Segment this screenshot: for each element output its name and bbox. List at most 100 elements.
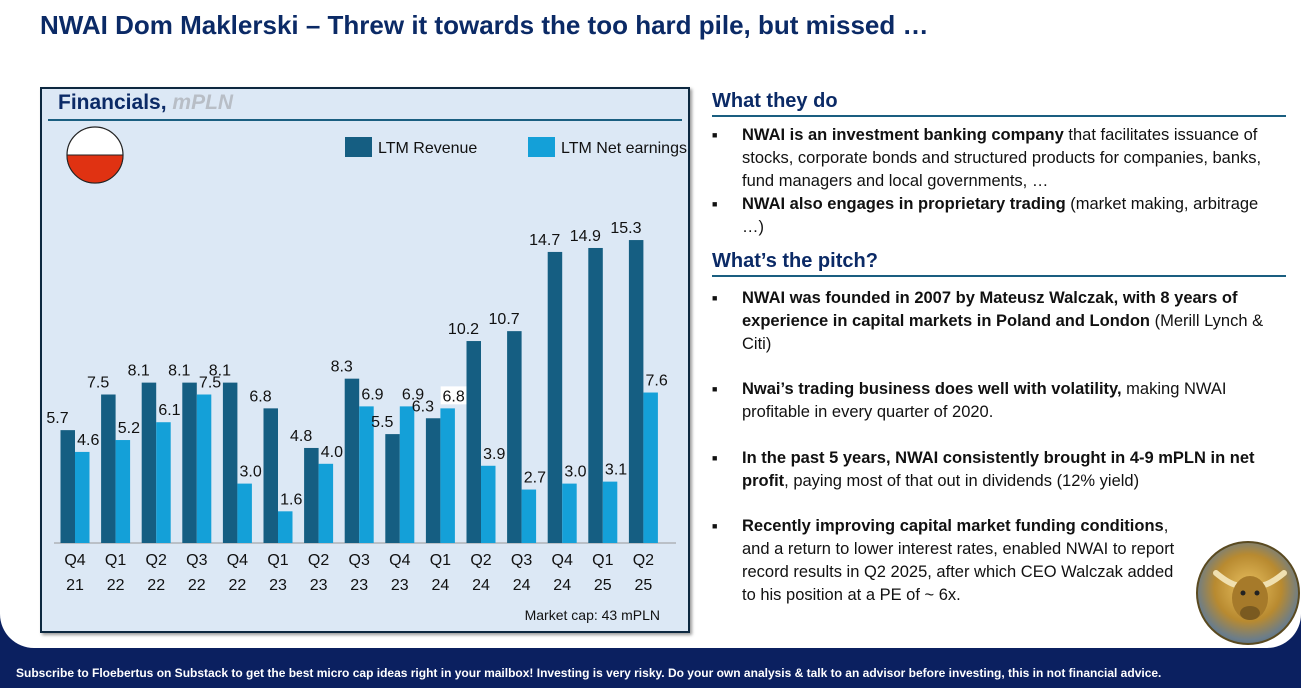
earnings-bar bbox=[278, 511, 293, 543]
legend-swatch bbox=[345, 137, 372, 157]
revenue-bar bbox=[60, 430, 75, 543]
earnings-data-label: 6.9 bbox=[402, 386, 424, 403]
bullet-bold: NWAI is an investment banking company bbox=[742, 126, 1064, 144]
earnings-bar bbox=[318, 463, 334, 543]
bullet-bold: Recently improving capital market fundin… bbox=[742, 517, 1164, 535]
bullet-text: , and a return to lower interest rates, … bbox=[742, 517, 1175, 604]
x-tick-label-year: 24 bbox=[472, 577, 490, 594]
chart-title: Financials, mPLN bbox=[58, 91, 233, 115]
bullet-item: NWAI was founded in 2007 by Mateusz Walc… bbox=[712, 287, 1282, 356]
x-tick-label-year: 24 bbox=[553, 577, 571, 594]
x-tick-label-year: 21 bbox=[66, 577, 84, 594]
earnings-data-label: 3.9 bbox=[483, 446, 505, 463]
revenue-bar bbox=[222, 382, 238, 543]
earnings-data-label: 2.7 bbox=[524, 470, 546, 487]
legend-swatch bbox=[528, 137, 555, 157]
x-tick-label-quarter: Q4 bbox=[389, 552, 410, 569]
revenue-data-label: 6.3 bbox=[412, 398, 434, 415]
legend-label: LTM Revenue bbox=[378, 140, 477, 157]
revenue-data-label: 5.5 bbox=[371, 414, 393, 431]
earnings-bar bbox=[359, 406, 374, 543]
financials-chart-box: Financials, mPLN LTM Revenue LTM Net earn… bbox=[40, 87, 690, 633]
earnings-bar bbox=[75, 451, 90, 543]
earnings-bar bbox=[521, 489, 537, 543]
x-tick-label-quarter: Q4 bbox=[227, 552, 248, 569]
earnings-data-label: 6.9 bbox=[361, 386, 383, 403]
data-label-bg bbox=[440, 386, 467, 405]
market-cap-label: Market cap: 43 mPLN bbox=[524, 607, 660, 623]
x-tick-label-quarter: Q2 bbox=[470, 552, 491, 569]
revenue-bar bbox=[628, 240, 644, 543]
x-tick-label-quarter: Q1 bbox=[105, 552, 126, 569]
revenue-bar bbox=[182, 382, 197, 543]
x-tick-label-quarter: Q2 bbox=[146, 552, 167, 569]
earnings-bar bbox=[602, 481, 618, 543]
x-tick-label-quarter: Q1 bbox=[592, 552, 613, 569]
x-tick-label-quarter: Q4 bbox=[552, 552, 573, 569]
revenue-data-label: 5.7 bbox=[46, 410, 68, 427]
earnings-data-label: 4.0 bbox=[321, 444, 343, 461]
x-tick-label-year: 25 bbox=[635, 577, 653, 594]
revenue-data-label: 8.1 bbox=[168, 363, 190, 380]
x-tick-label-quarter: Q4 bbox=[64, 552, 85, 569]
x-tick-label-year: 22 bbox=[147, 577, 165, 594]
bullet-bold: NWAI was founded in 2007 by Mateusz Walc… bbox=[742, 289, 1238, 330]
bullet-text: making NWAI profitable in every quarter … bbox=[742, 380, 1227, 421]
earnings-bar bbox=[440, 408, 455, 543]
earnings-bar bbox=[115, 440, 131, 543]
bullet-text: , paying most of that out in dividends (… bbox=[784, 472, 1140, 490]
revenue-data-label: 6.8 bbox=[249, 388, 271, 405]
revenue-data-label: 10.2 bbox=[448, 321, 479, 338]
revenue-data-label: 4.8 bbox=[290, 428, 312, 445]
x-tick-label-quarter: Q3 bbox=[349, 552, 370, 569]
chart-title-text: Financials, bbox=[58, 91, 167, 114]
revenue-bar bbox=[466, 341, 481, 543]
x-tick-label-year: 22 bbox=[107, 577, 125, 594]
poland-flag-red-half bbox=[66, 154, 124, 184]
revenue-bar bbox=[507, 331, 522, 543]
earnings-bar bbox=[399, 406, 415, 543]
earnings-bar bbox=[237, 483, 252, 543]
x-tick-label-year: 22 bbox=[229, 577, 247, 594]
earnings-data-label: 3.0 bbox=[240, 464, 262, 481]
earnings-data-label: 4.6 bbox=[77, 432, 99, 449]
revenue-bar bbox=[263, 408, 278, 543]
x-tick-label-quarter: Q3 bbox=[511, 552, 532, 569]
bull-illustration bbox=[1196, 541, 1300, 645]
earnings-bar bbox=[643, 392, 658, 543]
earnings-bar bbox=[156, 422, 171, 543]
x-tick-label-quarter: Q2 bbox=[633, 552, 654, 569]
legend-label: LTM Net earnings bbox=[561, 140, 687, 157]
chart-unit: mPLN bbox=[172, 91, 234, 114]
earnings-data-label: 7.5 bbox=[199, 375, 221, 392]
revenue-data-label: 7.5 bbox=[87, 375, 109, 392]
revenue-bar bbox=[547, 251, 563, 543]
x-tick-label-quarter: Q2 bbox=[308, 552, 329, 569]
revenue-data-label: 8.3 bbox=[331, 359, 353, 376]
revenue-bar bbox=[344, 378, 360, 543]
earnings-bar bbox=[196, 394, 212, 543]
revenue-data-label: 14.9 bbox=[570, 228, 601, 245]
revenue-bar bbox=[588, 247, 603, 544]
earnings-bar bbox=[481, 465, 496, 543]
revenue-bar bbox=[385, 434, 400, 543]
bullet-item: Recently improving capital market fundin… bbox=[712, 515, 1182, 607]
section-what-they-do: What they do bbox=[712, 90, 1286, 117]
earnings-data-label: 5.2 bbox=[118, 420, 140, 437]
bullet-item: In the past 5 years, NWAI consistently b… bbox=[712, 447, 1282, 493]
revenue-data-label: 10.7 bbox=[489, 311, 520, 328]
x-tick-label-year: 23 bbox=[350, 577, 368, 594]
x-tick-label-quarter: Q1 bbox=[267, 552, 288, 569]
x-tick-label-year: 22 bbox=[188, 577, 206, 594]
page-title: NWAI Dom Maklerski – Threw it towards th… bbox=[40, 10, 929, 40]
bullet-bold: In the past 5 years, NWAI consistently b… bbox=[742, 449, 1255, 490]
bullet-bold: Nwai’s trading business does well with v… bbox=[742, 380, 1122, 398]
bar-chart: LTM Revenue LTM Net earnings 5.7 4.6 Q4 21 7.5… bbox=[46, 126, 687, 594]
x-tick-label-year: 23 bbox=[391, 577, 409, 594]
bullet-bold: NWAI also engages in proprietary trading bbox=[742, 195, 1066, 213]
x-tick-label-quarter: Q3 bbox=[186, 552, 207, 569]
x-tick-label-year: 23 bbox=[269, 577, 287, 594]
footer-disclaimer: Subscribe to Floebertus on Substack to g… bbox=[16, 666, 1162, 680]
revenue-data-label: 14.7 bbox=[529, 232, 560, 249]
revenue-data-label: 8.1 bbox=[209, 363, 231, 380]
